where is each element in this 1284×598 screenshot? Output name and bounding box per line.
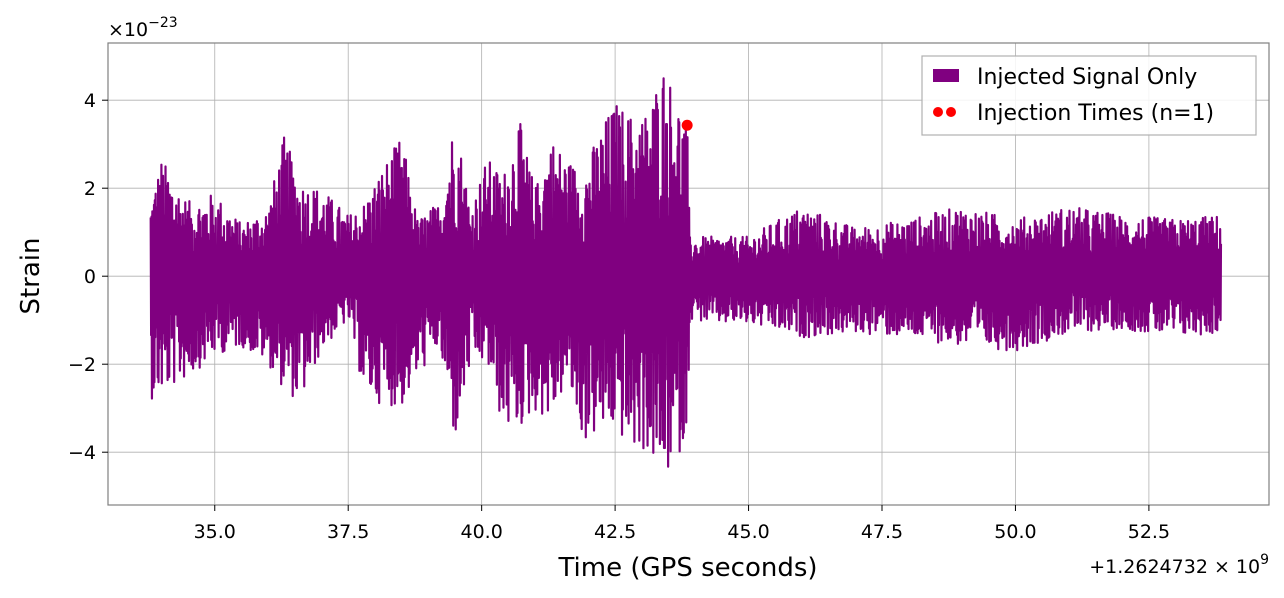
y-axis-title: Strain [16,237,46,314]
x-axis: 35.0 37.5 40.0 42.5 45.0 47.5 50.0 52.5 [194,505,1170,543]
x-tick-label: 45.0 [727,521,769,543]
y-tick-label: 2 [84,178,96,200]
injection-time-point [681,119,693,131]
y-axis: −4 −2 0 2 4 [68,90,108,464]
legend-label-injection-times: Injection Times (n=1) [977,101,1214,126]
plot-area [149,77,1223,468]
x-tick-label: 52.5 [1128,521,1170,543]
strain-series-line [149,77,1223,468]
x-offset-label: +1.2624732 × 109 [1089,552,1269,578]
axes-frame [107,42,1270,506]
y-tick-label: 0 [84,266,96,288]
legend-marker-injection-1 [933,107,943,117]
legend: Injected Signal Only Injection Times (n=… [921,55,1257,136]
y-tick-label: −2 [68,354,96,376]
x-tick-label: 37.5 [327,521,369,543]
y-tick-label: 4 [84,90,96,112]
y-tick-label: −4 [68,442,96,464]
legend-label-injected-signal: Injected Signal Only [977,65,1197,90]
y-scale-label: ×10−23 [108,15,178,41]
legend-box [921,55,1257,136]
x-tick-label: 47.5 [861,521,903,543]
legend-marker-injection-2 [946,107,956,117]
x-tick-label: 50.0 [994,521,1036,543]
legend-swatch-injected-signal [933,69,959,82]
x-axis-title: Time (GPS seconds) [557,553,817,583]
x-tick-label: 40.0 [460,521,502,543]
x-tick-label: 35.0 [194,521,236,543]
x-tick-label: 42.5 [594,521,636,543]
